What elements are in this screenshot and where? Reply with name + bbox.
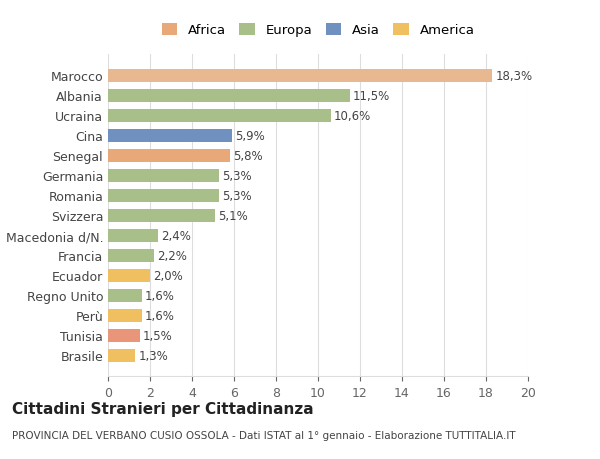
- Text: 11,5%: 11,5%: [353, 90, 390, 103]
- Text: 1,5%: 1,5%: [143, 329, 172, 342]
- Text: 5,8%: 5,8%: [233, 150, 263, 162]
- Bar: [108, 129, 232, 142]
- Bar: [108, 349, 136, 362]
- Text: 5,9%: 5,9%: [235, 129, 265, 142]
- Bar: [108, 229, 158, 242]
- Bar: [108, 189, 220, 202]
- Bar: [108, 289, 142, 302]
- Bar: [108, 249, 154, 262]
- Text: 2,0%: 2,0%: [153, 269, 183, 282]
- Text: Cittadini Stranieri per Cittadinanza: Cittadini Stranieri per Cittadinanza: [12, 401, 314, 416]
- Bar: [108, 309, 142, 322]
- Text: 10,6%: 10,6%: [334, 110, 371, 123]
- Bar: [108, 150, 230, 162]
- Text: 5,3%: 5,3%: [223, 189, 252, 202]
- Text: 2,4%: 2,4%: [161, 229, 191, 242]
- Bar: [108, 90, 349, 102]
- Bar: [108, 269, 150, 282]
- Bar: [108, 110, 331, 123]
- Text: 2,2%: 2,2%: [157, 249, 187, 262]
- Bar: [108, 70, 492, 83]
- Bar: [108, 209, 215, 222]
- Legend: Africa, Europa, Asia, America: Africa, Europa, Asia, America: [158, 20, 478, 41]
- Text: 5,3%: 5,3%: [223, 169, 252, 182]
- Text: PROVINCIA DEL VERBANO CUSIO OSSOLA - Dati ISTAT al 1° gennaio - Elaborazione TUT: PROVINCIA DEL VERBANO CUSIO OSSOLA - Dat…: [12, 431, 515, 440]
- Text: 5,1%: 5,1%: [218, 209, 248, 222]
- Text: 1,3%: 1,3%: [139, 349, 168, 362]
- Bar: [108, 169, 220, 182]
- Text: 1,6%: 1,6%: [145, 289, 175, 302]
- Text: 1,6%: 1,6%: [145, 309, 175, 322]
- Text: 18,3%: 18,3%: [496, 70, 533, 83]
- Bar: [108, 329, 139, 342]
